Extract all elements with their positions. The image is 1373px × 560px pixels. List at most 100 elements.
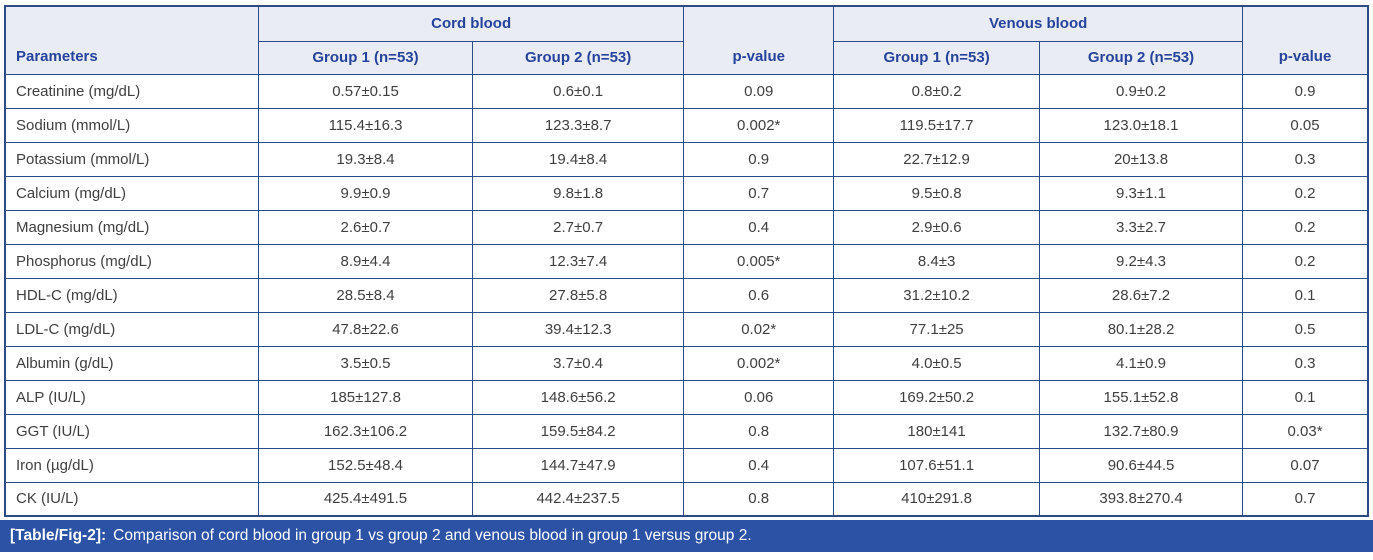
- venous-group1-value-cell: 22.7±12.9: [833, 141, 1040, 177]
- venous-pvalue-cell: 0.1: [1242, 379, 1369, 415]
- comparison-table: Parameters Cord blood p-value Venous blo…: [4, 5, 1369, 517]
- parameter-cell: CK (IU/L): [4, 481, 260, 517]
- column-header-cord-group2: Group 2 (n=53): [471, 40, 685, 75]
- venous-group2-value-cell: 9.2±4.3: [1038, 243, 1244, 279]
- venous-group2-value-cell: 155.1±52.8: [1038, 379, 1244, 415]
- cord-group1-value-cell: 185±127.8: [258, 379, 473, 415]
- header-row-groups: Parameters Cord blood p-value Venous blo…: [4, 5, 1369, 75]
- cord-group1-value-cell: 47.8±22.6: [258, 311, 473, 347]
- cord-pvalue-cell: 0.005*: [683, 243, 835, 279]
- column-header-pvalue-venous: p-value: [1242, 5, 1369, 75]
- parameter-cell: Phosphorus (mg/dL): [4, 243, 260, 279]
- cord-group2-value-cell: 144.7±47.9: [471, 447, 685, 483]
- column-header-pvalue-cord: p-value: [683, 5, 835, 75]
- table-row: Phosphorus (mg/dL) 8.9±4.4 12.3±7.4 0.00…: [4, 243, 1369, 279]
- venous-pvalue-cell: 0.3: [1242, 141, 1369, 177]
- parameter-cell: GGT (IU/L): [4, 413, 260, 449]
- cord-group1-value-cell: 425.4±491.5: [258, 481, 473, 517]
- figure-caption-text: Comparison of cord blood in group 1 vs g…: [113, 527, 752, 544]
- cord-group2-value-cell: 159.5±84.2: [471, 413, 685, 449]
- venous-group1-value-cell: 119.5±17.7: [833, 107, 1040, 143]
- cord-group1-value-cell: 3.5±0.5: [258, 345, 473, 381]
- cord-group2-value-cell: 3.7±0.4: [471, 345, 685, 381]
- venous-pvalue-cell: 0.3: [1242, 345, 1369, 381]
- parameter-cell: Albumin (g/dL): [4, 345, 260, 381]
- table-row: Magnesium (mg/dL) 2.6±0.7 2.7±0.7 0.4 2.…: [4, 209, 1369, 245]
- cord-group2-value-cell: 123.3±8.7: [471, 107, 685, 143]
- venous-group1-value-cell: 107.6±51.1: [833, 447, 1040, 483]
- venous-pvalue-cell: 0.2: [1242, 209, 1369, 245]
- venous-group1-value-cell: 169.2±50.2: [833, 379, 1040, 415]
- table-body: Creatinine (mg/dL) 0.57±0.15 0.6±0.1 0.0…: [4, 73, 1369, 517]
- venous-group2-value-cell: 20±13.8: [1038, 141, 1244, 177]
- parameter-cell: Sodium (mmol/L): [4, 107, 260, 143]
- venous-group1-value-cell: 410±291.8: [833, 481, 1040, 517]
- cord-group1-value-cell: 28.5±8.4: [258, 277, 473, 313]
- cord-group1-value-cell: 9.9±0.9: [258, 175, 473, 211]
- cord-group1-value-cell: 162.3±106.2: [258, 413, 473, 449]
- venous-pvalue-cell: 0.2: [1242, 243, 1369, 279]
- table-row: Calcium (mg/dL) 9.9±0.9 9.8±1.8 0.7 9.5±…: [4, 175, 1369, 211]
- cord-pvalue-cell: 0.7: [683, 175, 835, 211]
- table-row: Iron (µg/dL) 152.5±48.4 144.7±47.9 0.4 1…: [4, 447, 1369, 483]
- cord-group2-value-cell: 9.8±1.8: [471, 175, 685, 211]
- cord-group1-value-cell: 19.3±8.4: [258, 141, 473, 177]
- venous-pvalue-cell: 0.2: [1242, 175, 1369, 211]
- table-wrapper: Parameters Cord blood p-value Venous blo…: [0, 5, 1373, 517]
- parameter-cell: Potassium (mmol/L): [4, 141, 260, 177]
- cord-pvalue-cell: 0.6: [683, 277, 835, 313]
- venous-pvalue-cell: 0.5: [1242, 311, 1369, 347]
- column-header-venous-group1: Group 1 (n=53): [833, 40, 1040, 75]
- table-row: Potassium (mmol/L) 19.3±8.4 19.4±8.4 0.9…: [4, 141, 1369, 177]
- table-row: Sodium (mmol/L) 115.4±16.3 123.3±8.7 0.0…: [4, 107, 1369, 143]
- cord-group1-value-cell: 152.5±48.4: [258, 447, 473, 483]
- venous-group1-value-cell: 4.0±0.5: [833, 345, 1040, 381]
- venous-group1-value-cell: 77.1±25: [833, 311, 1040, 347]
- venous-pvalue-cell: 0.07: [1242, 447, 1369, 483]
- cord-group2-value-cell: 39.4±12.3: [471, 311, 685, 347]
- venous-group2-value-cell: 80.1±28.2: [1038, 311, 1244, 347]
- column-header-cord-group1: Group 1 (n=53): [258, 40, 473, 75]
- column-header-venous-group2: Group 2 (n=53): [1038, 40, 1244, 75]
- cord-group2-value-cell: 27.8±5.8: [471, 277, 685, 313]
- venous-group1-value-cell: 8.4±3: [833, 243, 1040, 279]
- cord-group1-value-cell: 8.9±4.4: [258, 243, 473, 279]
- cord-pvalue-cell: 0.8: [683, 413, 835, 449]
- table-row: Creatinine (mg/dL) 0.57±0.15 0.6±0.1 0.0…: [4, 73, 1369, 109]
- cord-group2-value-cell: 0.6±0.1: [471, 73, 685, 109]
- parameter-cell: Creatinine (mg/dL): [4, 73, 260, 109]
- cord-group2-value-cell: 2.7±0.7: [471, 209, 685, 245]
- cord-group2-value-cell: 19.4±8.4: [471, 141, 685, 177]
- venous-group2-value-cell: 132.7±80.9: [1038, 413, 1244, 449]
- venous-group2-value-cell: 90.6±44.5: [1038, 447, 1244, 483]
- parameter-cell: Iron (µg/dL): [4, 447, 260, 483]
- table-header: Parameters Cord blood p-value Venous blo…: [4, 5, 1369, 75]
- venous-group1-value-cell: 2.9±0.6: [833, 209, 1040, 245]
- venous-group2-value-cell: 3.3±2.7: [1038, 209, 1244, 245]
- venous-group1-value-cell: 9.5±0.8: [833, 175, 1040, 211]
- table-row: LDL-C (mg/dL) 47.8±22.6 39.4±12.3 0.02* …: [4, 311, 1369, 347]
- venous-pvalue-cell: 0.1: [1242, 277, 1369, 313]
- cord-pvalue-cell: 0.4: [683, 447, 835, 483]
- header-row-subgroups: Group 1 (n=53) Group 2 (n=53) Group 1 (n…: [5, 40, 1368, 75]
- cord-pvalue-cell: 0.8: [683, 481, 835, 517]
- venous-group1-value-cell: 180±141: [833, 413, 1040, 449]
- cord-pvalue-cell: 0.002*: [683, 107, 835, 143]
- cord-group1-value-cell: 2.6±0.7: [258, 209, 473, 245]
- cord-pvalue-cell: 0.02*: [683, 311, 835, 347]
- table-row: CK (IU/L) 425.4±491.5 442.4±237.5 0.8 41…: [4, 481, 1369, 517]
- venous-group1-value-cell: 31.2±10.2: [833, 277, 1040, 313]
- venous-group2-value-cell: 123.0±18.1: [1038, 107, 1244, 143]
- venous-pvalue-cell: 0.7: [1242, 481, 1369, 517]
- cord-pvalue-cell: 0.9: [683, 141, 835, 177]
- venous-group2-value-cell: 9.3±1.1: [1038, 175, 1244, 211]
- cord-group1-value-cell: 0.57±0.15: [258, 73, 473, 109]
- column-group-venous-blood: Venous blood: [833, 5, 1244, 42]
- cord-pvalue-cell: 0.06: [683, 379, 835, 415]
- cord-group2-value-cell: 442.4±237.5: [471, 481, 685, 517]
- table-row: Albumin (g/dL) 3.5±0.5 3.7±0.4 0.002* 4.…: [4, 345, 1369, 381]
- parameter-cell: Calcium (mg/dL): [4, 175, 260, 211]
- figure-caption: [Table/Fig-2]: Comparison of cord blood …: [0, 520, 1373, 552]
- parameter-cell: HDL-C (mg/dL): [4, 277, 260, 313]
- column-group-cord-blood: Cord blood: [258, 5, 685, 42]
